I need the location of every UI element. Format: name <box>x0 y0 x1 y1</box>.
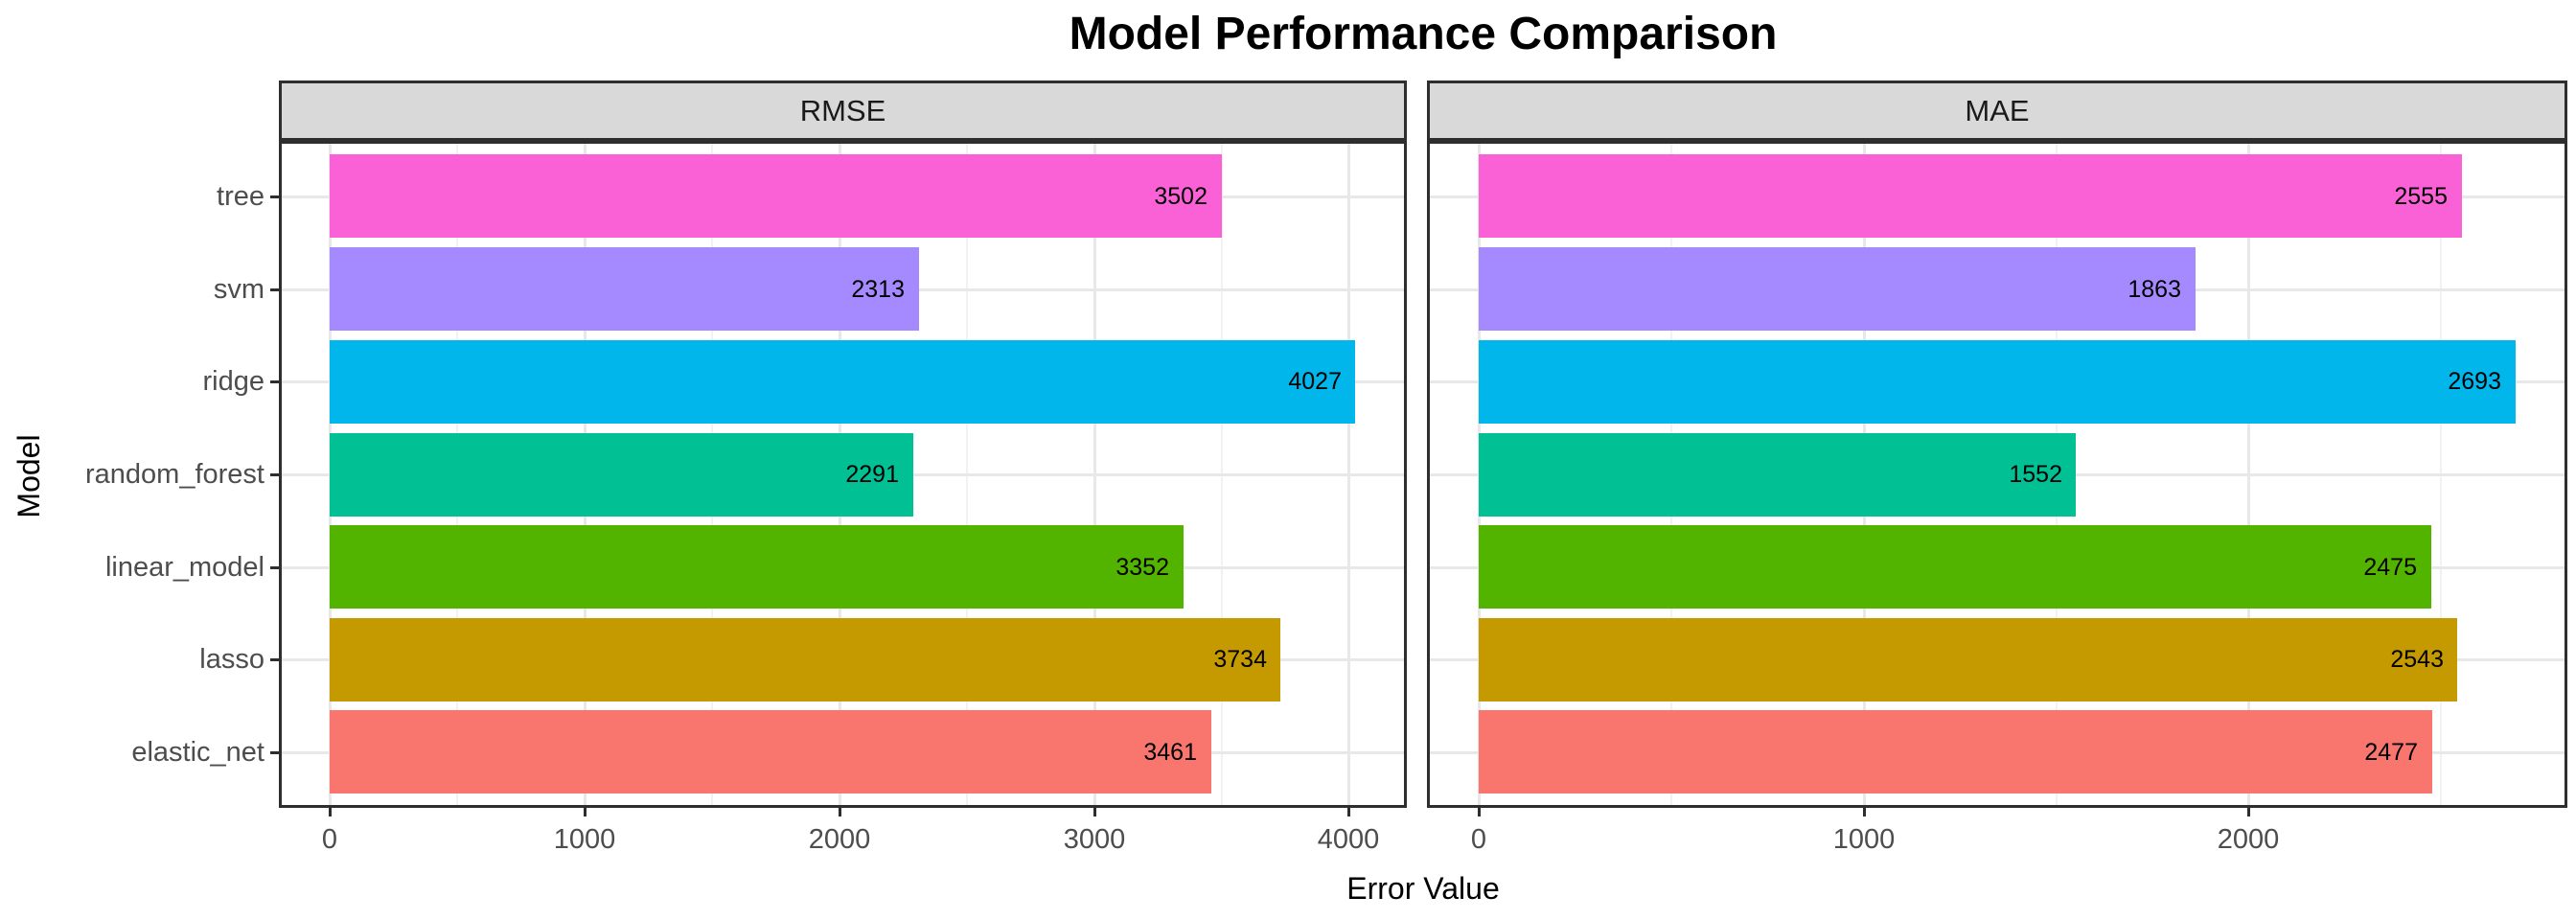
y-tick-mark <box>270 566 279 569</box>
bar-svm <box>1479 247 2196 331</box>
y-tick-mark <box>270 380 279 383</box>
bar-value-label: 1863 <box>2128 276 2181 303</box>
bar-value-label: 4027 <box>1288 368 1342 395</box>
facet-panel-rmse: 3502 2313 4027 2291 3352 3734 3461 <box>279 141 1407 808</box>
bar-value-label: 2291 <box>845 461 899 488</box>
chart-title: Model Performance Comparison <box>1069 9 1778 59</box>
bar-linear_model <box>330 525 1184 609</box>
y-tick-label: random_forest <box>85 459 264 490</box>
facet-strip-mae: MAE <box>1427 80 2567 141</box>
x-tick-mark <box>839 808 841 816</box>
facet-strip-rmse: RMSE <box>279 80 1407 141</box>
bar-value-label: 2543 <box>2390 646 2444 673</box>
x-tick-label: 3000 <box>1063 824 1126 855</box>
x-tick-label: 1000 <box>553 824 616 855</box>
bar-value-label: 1552 <box>2009 461 2062 488</box>
bar-value-label: 2475 <box>2363 554 2417 581</box>
x-tick-label: 2000 <box>808 824 871 855</box>
x-tick-label: 4000 <box>1317 824 1380 855</box>
bar-linear_model <box>1479 525 2431 609</box>
bar-value-label: 2693 <box>2448 368 2501 395</box>
y-tick-mark <box>270 473 279 476</box>
x-tick-mark <box>329 808 332 816</box>
x-tick-mark <box>1093 808 1096 816</box>
bar-lasso <box>1479 618 2457 702</box>
bar-lasso <box>330 618 1280 702</box>
bar-value-label: 3734 <box>1213 646 1267 673</box>
facet-panel-mae: 2555 1863 2693 1552 2475 2543 2477 <box>1427 141 2567 808</box>
bar-value-label: 3461 <box>1143 739 1197 766</box>
bar-elastic_net <box>1479 710 2432 794</box>
y-tick-mark <box>270 658 279 661</box>
y-tick-label: lasso <box>199 644 264 675</box>
x-tick-label: 0 <box>1470 824 1487 855</box>
x-tick-label: 1000 <box>1832 824 1896 855</box>
x-tick-mark <box>1478 808 1481 816</box>
x-tick-mark <box>584 808 586 816</box>
bar-value-label: 2555 <box>2394 183 2448 210</box>
x-tick-mark <box>1863 808 1866 816</box>
bar-svm <box>330 247 919 331</box>
y-tick-label: tree <box>217 181 264 212</box>
bar-value-label: 3352 <box>1116 554 1169 581</box>
bar-tree <box>1479 154 2462 238</box>
x-tick-label: 0 <box>321 824 338 855</box>
y-tick-mark <box>270 196 279 198</box>
y-tick-mark <box>270 288 279 291</box>
bar-elastic_net <box>330 710 1211 794</box>
bar-tree <box>330 154 1222 238</box>
x-tick-mark <box>2247 808 2250 816</box>
facet-strip-label: RMSE <box>799 93 886 127</box>
x-tick-label: 2000 <box>2217 824 2280 855</box>
y-tick-label: linear_model <box>104 552 264 583</box>
y-tick-mark <box>270 751 279 754</box>
y-tick-label: elastic_net <box>131 737 264 768</box>
bar-random_forest <box>1479 433 2076 517</box>
x-tick-mark <box>1347 808 1350 816</box>
facet-strip-label: MAE <box>1965 93 2030 127</box>
x-axis-title: Error Value <box>1346 871 1500 906</box>
bar-value-label: 2313 <box>851 276 905 303</box>
bar-value-label: 3502 <box>1154 183 1208 210</box>
bar-value-label: 2477 <box>2364 739 2418 766</box>
bar-random_forest <box>330 433 913 517</box>
bar-ridge <box>330 340 1355 424</box>
y-tick-label: ridge <box>202 366 265 397</box>
y-tick-label: svm <box>213 274 264 305</box>
bar-ridge <box>1479 340 2516 424</box>
